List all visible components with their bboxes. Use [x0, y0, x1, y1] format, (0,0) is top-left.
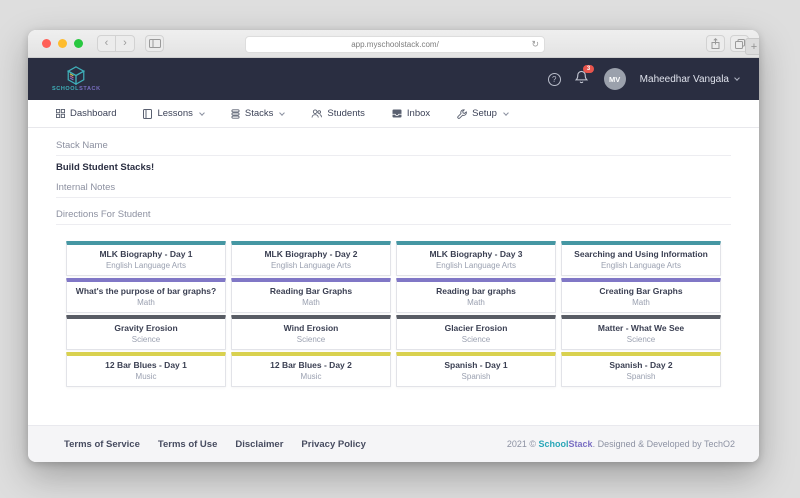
stack-name-label: Stack Name [56, 140, 108, 151]
lesson-card[interactable]: Spanish - Day 1 Spanish [396, 352, 556, 387]
nav-item-lessons[interactable]: Lessons [143, 108, 205, 119]
minimize-window-button[interactable] [58, 39, 67, 48]
sidebar-icon [148, 39, 161, 48]
terms-of-use-link[interactable]: Terms of Use [157, 438, 218, 450]
lesson-card[interactable]: Wind Erosion Science [231, 315, 391, 350]
browser-window: ‹ › app.myschoolstack.com/ ↻ + [28, 30, 759, 462]
user-menu[interactable]: Maheedhar Vangala [639, 73, 740, 85]
avatar[interactable]: MV [603, 68, 626, 90]
lesson-card[interactable]: 12 Bar Blues - Day 2 Music [231, 352, 391, 387]
nav-item-dashboard[interactable]: Dashboard [56, 108, 116, 119]
lesson-card[interactable]: What's the purpose of bar graphs? Math [66, 278, 226, 313]
user-name: Maheedhar Vangala [639, 73, 729, 85]
internal-notes-underline[interactable] [56, 197, 731, 198]
nav-item-stacks[interactable]: Stacks [231, 108, 286, 119]
url-text: app.myschoolstack.com/ [351, 40, 439, 49]
lesson-card[interactable]: Reading bar graphs Math [396, 278, 556, 313]
notifications-button[interactable]: 3 [574, 64, 594, 89]
lesson-card[interactable]: MLK Biography - Day 3 English Language Ar… [396, 241, 556, 276]
chevron-down-icon [734, 75, 740, 81]
lesson-card[interactable]: Spanish - Day 2 Spanish [561, 352, 721, 387]
directions-underline[interactable] [56, 224, 731, 225]
nav-item-setup[interactable]: Setup [457, 108, 509, 119]
nav-item-students[interactable]: Students [311, 108, 365, 119]
logo-cube-icon [67, 65, 86, 85]
lesson-card[interactable]: Glacier Erosion Science [396, 315, 556, 350]
stack-editor-content: Stack Name Build Student Stacks! Interna… [28, 128, 759, 425]
chevron-down-icon [199, 109, 205, 116]
address-bar[interactable]: app.myschoolstack.com/ ↻ [245, 36, 545, 53]
browser-titlebar: ‹ › app.myschoolstack.com/ ↻ + [28, 30, 759, 58]
lesson-card[interactable]: Searching and Using Information English L… [561, 241, 721, 276]
new-tab-button[interactable]: + [745, 38, 759, 55]
app-footer: Terms of Service Terms of Use Disclaimer… [28, 425, 759, 462]
question-icon: ? [551, 74, 557, 84]
back-button[interactable]: ‹ [97, 35, 116, 52]
brand-stack: Stack [568, 439, 593, 449]
students-icon [311, 109, 323, 118]
help-button[interactable]: ? [547, 72, 561, 86]
close-window-button[interactable] [42, 39, 51, 48]
lesson-card[interactable]: Reading Bar Graphs Math [231, 278, 391, 313]
lesson-card[interactable]: MLK Biography - Day 2 English Language Ar… [231, 241, 391, 276]
notification-badge: 3 [583, 64, 594, 73]
lesson-card[interactable]: Creating Bar Graphs Math [561, 278, 721, 313]
brand-school: School [538, 439, 569, 449]
traffic-lights [42, 39, 83, 48]
lessons-icon [143, 108, 153, 119]
stack-name-value[interactable]: Build Student Stacks! [56, 162, 155, 173]
internal-notes-label: Internal Notes [56, 182, 116, 193]
stack-name-underline [56, 155, 731, 156]
nav-item-inbox[interactable]: Inbox [392, 108, 430, 119]
tabs-icon [734, 38, 745, 49]
dashboard-icon [56, 109, 65, 118]
main-nav: Dashboard Lessons Stacks Students Inbox … [28, 100, 759, 128]
lesson-card[interactable]: 12 Bar Blues - Day 1 Music [66, 352, 226, 387]
logo-wordmark: SCHOOLSTACK [52, 85, 101, 92]
privacy-policy-link[interactable]: Privacy Policy [301, 438, 366, 450]
zoom-window-button[interactable] [74, 39, 83, 48]
directions-label: Directions For Student [56, 209, 151, 220]
lesson-card[interactable]: Matter - What We See Science [561, 315, 721, 350]
app-header: SCHOOLSTACK ? 3 MV Maheedhar Vangala [28, 58, 759, 100]
chevron-down-icon [279, 109, 286, 116]
sidebar-toggle-button[interactable] [145, 35, 164, 52]
lesson-card[interactable]: MLK Biography - Day 1 English Language Ar… [66, 241, 226, 276]
forward-button[interactable]: › [116, 35, 135, 52]
setup-wrench-icon [457, 108, 467, 119]
share-button[interactable] [706, 35, 725, 52]
disclaimer-link[interactable]: Disclaimer [235, 438, 284, 450]
copyright-text: 2021 © SchoolStack. Designed & Developed… [506, 439, 735, 449]
lesson-card[interactable]: Gravity Erosion Science [66, 315, 226, 350]
chevron-down-icon [503, 109, 509, 116]
share-icon [711, 38, 720, 49]
schoolstack-logo[interactable]: SCHOOLSTACK [52, 65, 101, 93]
stacks-icon [231, 108, 240, 119]
bell-icon [574, 70, 589, 83]
inbox-icon [392, 109, 402, 118]
reload-icon[interactable]: ↻ [531, 39, 539, 49]
terms-of-service-link[interactable]: Terms of Service [64, 438, 140, 450]
lesson-card-grid: MLK Biography - Day 1 English Language Ar… [66, 241, 721, 387]
